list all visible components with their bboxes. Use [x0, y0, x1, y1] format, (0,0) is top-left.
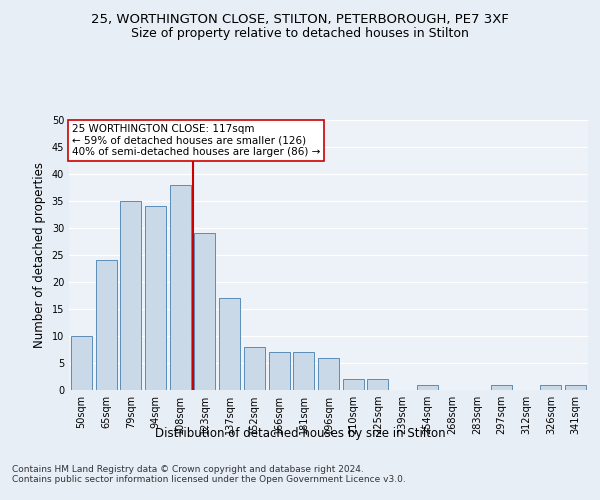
Bar	[565, 384, 586, 390]
Bar	[244, 347, 265, 390]
Bar	[71, 336, 92, 390]
Bar	[541, 384, 562, 390]
Bar	[491, 384, 512, 390]
Text: Size of property relative to detached houses in Stilton: Size of property relative to detached ho…	[131, 28, 469, 40]
Bar	[367, 379, 388, 390]
Bar	[194, 234, 215, 390]
Bar	[343, 379, 364, 390]
Bar	[170, 185, 191, 390]
Bar	[293, 352, 314, 390]
Bar	[219, 298, 240, 390]
Bar	[318, 358, 339, 390]
Bar	[145, 206, 166, 390]
Bar	[417, 384, 438, 390]
Text: 25 WORTHINGTON CLOSE: 117sqm
← 59% of detached houses are smaller (126)
40% of s: 25 WORTHINGTON CLOSE: 117sqm ← 59% of de…	[71, 124, 320, 157]
Y-axis label: Number of detached properties: Number of detached properties	[33, 162, 46, 348]
Bar	[95, 260, 116, 390]
Text: Contains HM Land Registry data © Crown copyright and database right 2024.
Contai: Contains HM Land Registry data © Crown c…	[12, 465, 406, 484]
Text: 25, WORTHINGTON CLOSE, STILTON, PETERBOROUGH, PE7 3XF: 25, WORTHINGTON CLOSE, STILTON, PETERBOR…	[91, 12, 509, 26]
Bar	[269, 352, 290, 390]
Bar	[120, 201, 141, 390]
Text: Distribution of detached houses by size in Stilton: Distribution of detached houses by size …	[155, 428, 445, 440]
